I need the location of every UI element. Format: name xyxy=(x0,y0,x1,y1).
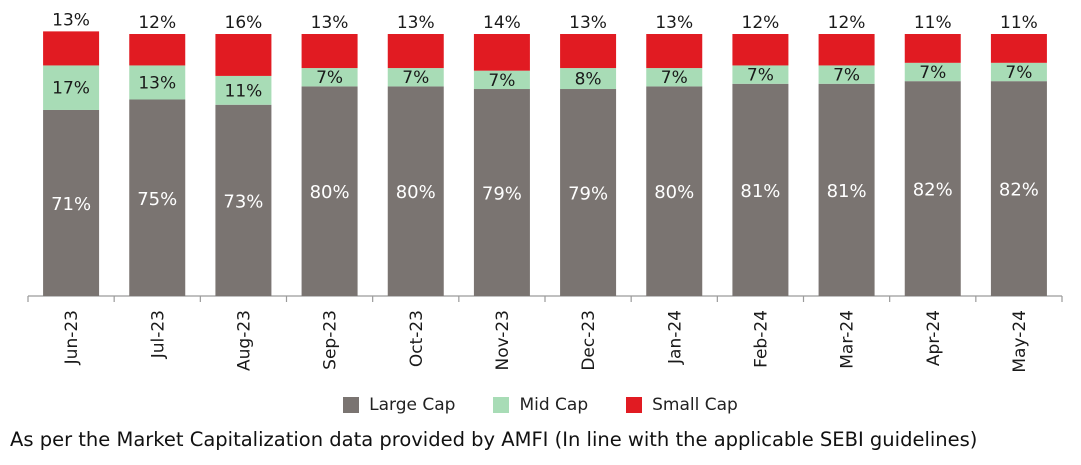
x-tick-label: Dec-23 xyxy=(579,310,599,371)
data-label-large-cap: 80% xyxy=(654,182,694,203)
bar-segment-small-cap xyxy=(732,34,788,65)
bar-segment-small-cap xyxy=(646,34,702,68)
data-label-large-cap: 81% xyxy=(827,181,867,202)
bar-segment-small-cap xyxy=(43,31,99,65)
data-label-small-cap: 12% xyxy=(138,13,176,33)
legend-swatch-small-cap xyxy=(626,397,642,413)
bar-segment-small-cap xyxy=(388,34,444,68)
data-label-large-cap: 82% xyxy=(913,180,953,201)
x-tick-label: Jul-23 xyxy=(148,310,168,359)
data-label-mid-cap: 7% xyxy=(661,68,688,88)
bar-segment-small-cap xyxy=(302,34,358,68)
data-label-small-cap: 16% xyxy=(225,13,263,33)
data-label-small-cap: 13% xyxy=(311,13,349,33)
data-label-large-cap: 81% xyxy=(740,181,780,202)
data-label-small-cap: 12% xyxy=(742,13,780,33)
data-label-small-cap: 11% xyxy=(914,13,952,33)
data-label-large-cap: 80% xyxy=(396,182,436,203)
data-label-mid-cap: 7% xyxy=(833,66,860,86)
data-label-mid-cap: 7% xyxy=(488,71,515,91)
x-tick-label: Feb-24 xyxy=(751,310,771,368)
data-label-large-cap: 79% xyxy=(482,184,522,205)
bar-segment-small-cap xyxy=(819,34,875,65)
footnote: As per the Market Capitalization data pr… xyxy=(10,428,977,451)
data-label-mid-cap: 7% xyxy=(402,68,429,88)
data-label-mid-cap: 11% xyxy=(225,81,263,101)
legend: Large Cap Mid Cap Small Cap xyxy=(0,395,1081,415)
data-label-large-cap: 80% xyxy=(310,182,350,203)
data-label-large-cap: 82% xyxy=(999,180,1039,201)
data-label-large-cap: 75% xyxy=(137,189,177,210)
data-label-mid-cap: 17% xyxy=(52,79,90,99)
legend-item-large-cap: Large Cap xyxy=(343,395,455,415)
bar-segment-small-cap xyxy=(905,34,961,63)
bar-segment-small-cap xyxy=(215,34,271,76)
legend-label-mid-cap: Mid Cap xyxy=(519,395,588,415)
data-label-mid-cap: 8% xyxy=(575,70,602,90)
bar-segment-small-cap xyxy=(129,34,185,65)
data-label-mid-cap: 7% xyxy=(919,63,946,83)
legend-swatch-mid-cap xyxy=(493,397,509,413)
x-tick-label: Oct-23 xyxy=(407,310,427,367)
legend-label-small-cap: Small Cap xyxy=(652,395,738,415)
data-label-small-cap: 11% xyxy=(1000,13,1038,33)
legend-item-mid-cap: Mid Cap xyxy=(493,395,588,415)
x-tick-label: May-24 xyxy=(1010,310,1030,373)
x-tick-label: Aug-23 xyxy=(234,310,254,371)
x-tick-label: Mar-24 xyxy=(838,310,858,369)
bar-segment-small-cap xyxy=(991,34,1047,63)
x-tick-label: Jan-24 xyxy=(665,310,685,365)
bar-segment-small-cap xyxy=(474,34,530,71)
data-label-small-cap: 13% xyxy=(397,13,435,33)
data-label-mid-cap: 7% xyxy=(316,68,343,88)
legend-swatch-large-cap xyxy=(343,397,359,413)
data-label-small-cap: 14% xyxy=(483,13,521,33)
data-label-small-cap: 13% xyxy=(569,13,607,33)
x-tick-label: Apr-24 xyxy=(924,310,944,366)
data-label-small-cap: 13% xyxy=(52,10,90,30)
x-tick-label: Nov-23 xyxy=(493,310,513,371)
legend-label-large-cap: Large Cap xyxy=(369,395,455,415)
stacked-bar-chart: 71% 17% 13% Jun-23 75% 13% 12% Jul-23 73% 11% 16% A… xyxy=(0,0,1081,400)
data-label-small-cap: 13% xyxy=(655,13,693,33)
data-label-large-cap: 79% xyxy=(568,184,608,205)
data-label-mid-cap: 7% xyxy=(747,66,774,86)
x-tick-label: Jun-23 xyxy=(62,310,82,365)
data-label-mid-cap: 7% xyxy=(1005,63,1032,83)
bar-segment-small-cap xyxy=(560,34,616,68)
data-label-mid-cap: 13% xyxy=(138,73,176,93)
data-label-large-cap: 73% xyxy=(223,191,263,212)
legend-item-small-cap: Small Cap xyxy=(626,395,738,415)
x-tick-label: Sep-23 xyxy=(321,310,341,370)
data-label-small-cap: 12% xyxy=(828,13,866,33)
data-label-large-cap: 71% xyxy=(51,194,91,215)
